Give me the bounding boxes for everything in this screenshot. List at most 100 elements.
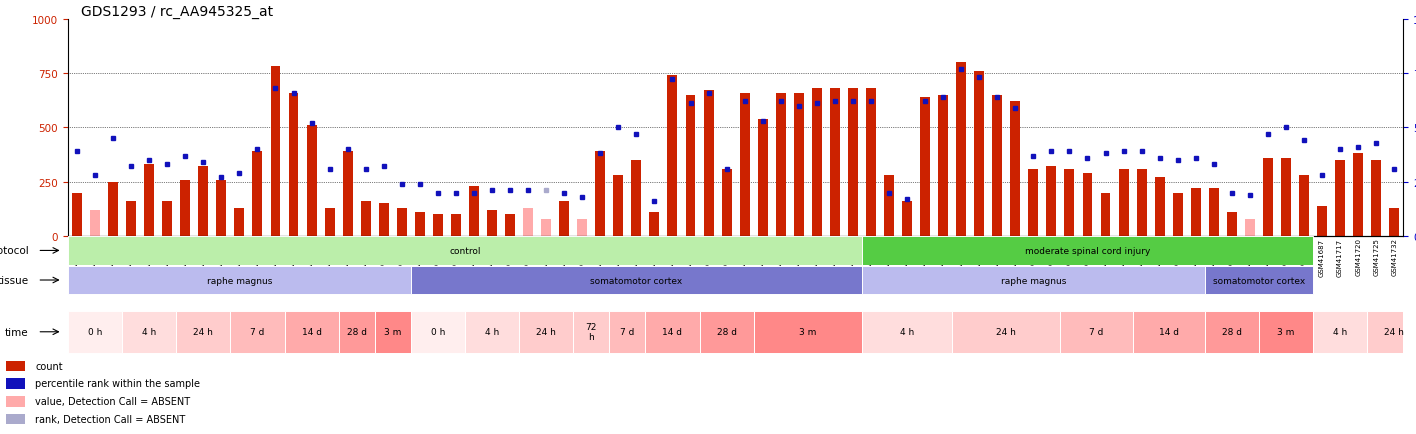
Bar (830, 89, 840, 237)
Bar (126, 202, 136, 237)
Bar (867, 89, 877, 237)
Bar (361, 202, 371, 237)
Bar (7, 414, 25, 424)
Text: 28 d: 28 d (347, 328, 367, 336)
Text: moderate spinal cord injury: moderate spinal cord injury (1025, 247, 1150, 255)
Bar (722, 169, 732, 237)
Text: 24 h: 24 h (1385, 328, 1405, 336)
Text: 7 d: 7 d (1089, 328, 1103, 336)
Text: 28 d: 28 d (716, 328, 736, 336)
Text: time: time (4, 327, 28, 337)
Bar (379, 204, 389, 237)
Bar (1354, 154, 1364, 237)
Bar (91, 210, 101, 237)
Bar (307, 126, 317, 237)
Text: 0 h: 0 h (88, 328, 102, 336)
Bar (1245, 219, 1255, 237)
Bar (235, 208, 245, 237)
Text: protocol: protocol (0, 246, 28, 256)
Bar (1028, 169, 1038, 237)
Text: GDS1293 / rc_AA945325_at: GDS1293 / rc_AA945325_at (81, 4, 273, 19)
Bar (667, 76, 677, 237)
Text: 4 h: 4 h (484, 328, 498, 336)
Bar (487, 210, 497, 237)
Bar (884, 176, 893, 237)
Text: raphe magnus: raphe magnus (207, 276, 272, 285)
Bar (122, 311, 176, 353)
Bar (902, 202, 912, 237)
Bar (862, 266, 1205, 295)
Bar (1100, 193, 1110, 237)
Bar (862, 311, 952, 353)
Bar (541, 219, 551, 237)
Bar (217, 180, 227, 237)
Bar (704, 91, 714, 237)
Bar (163, 202, 173, 237)
Bar (632, 161, 641, 237)
Bar (993, 95, 1003, 237)
Bar (1137, 169, 1147, 237)
Bar (1263, 158, 1273, 237)
Bar (108, 182, 118, 237)
Text: 0 h: 0 h (430, 328, 445, 336)
Bar (1046, 167, 1056, 237)
Text: 4 h: 4 h (142, 328, 156, 336)
Bar (559, 202, 569, 237)
Bar (848, 89, 858, 237)
Bar (72, 193, 82, 237)
Bar (289, 93, 299, 237)
Bar (469, 187, 479, 237)
Text: 4 h: 4 h (901, 328, 915, 336)
Bar (952, 311, 1061, 353)
Bar (1389, 208, 1399, 237)
Bar (1205, 266, 1313, 295)
Bar (198, 167, 208, 237)
Bar (1281, 158, 1291, 237)
Text: 28 d: 28 d (1222, 328, 1242, 336)
Bar (578, 219, 588, 237)
Bar (523, 208, 532, 237)
Text: 14 d: 14 d (302, 328, 321, 336)
Bar (270, 67, 280, 237)
Bar (753, 311, 862, 353)
Bar (7, 396, 25, 407)
Bar (595, 152, 605, 237)
Bar (231, 311, 285, 353)
Text: 72
h: 72 h (586, 322, 598, 342)
Bar (411, 266, 862, 295)
Text: rank, Detection Call = ABSENT: rank, Detection Call = ABSENT (35, 414, 185, 424)
Text: 14 d: 14 d (1158, 328, 1178, 336)
Bar (1313, 311, 1368, 353)
Text: 3 m: 3 m (799, 328, 817, 336)
Bar (650, 213, 660, 237)
Bar (338, 311, 375, 353)
Bar (974, 72, 984, 237)
Bar (1209, 189, 1219, 237)
Bar (68, 237, 862, 265)
Text: 24 h: 24 h (997, 328, 1017, 336)
Bar (520, 311, 573, 353)
Bar (920, 98, 930, 237)
Text: somatomotor cortex: somatomotor cortex (1212, 276, 1306, 285)
Bar (573, 311, 609, 353)
Text: tissue: tissue (0, 276, 28, 285)
Bar (68, 311, 122, 353)
Bar (7, 361, 25, 372)
Bar (811, 89, 821, 237)
Bar (646, 311, 700, 353)
Bar (739, 93, 749, 237)
Bar (939, 95, 949, 237)
Bar (1119, 169, 1129, 237)
Text: 3 m: 3 m (1277, 328, 1294, 336)
Bar (180, 180, 190, 237)
Bar (450, 215, 460, 237)
Bar (506, 215, 515, 237)
Text: percentile rank within the sample: percentile rank within the sample (35, 378, 200, 388)
Bar (1371, 161, 1381, 237)
Bar (252, 152, 262, 237)
Bar (415, 213, 425, 237)
Bar (1259, 311, 1313, 353)
Bar (1082, 174, 1092, 237)
Bar (1133, 311, 1205, 353)
Bar (685, 95, 695, 237)
